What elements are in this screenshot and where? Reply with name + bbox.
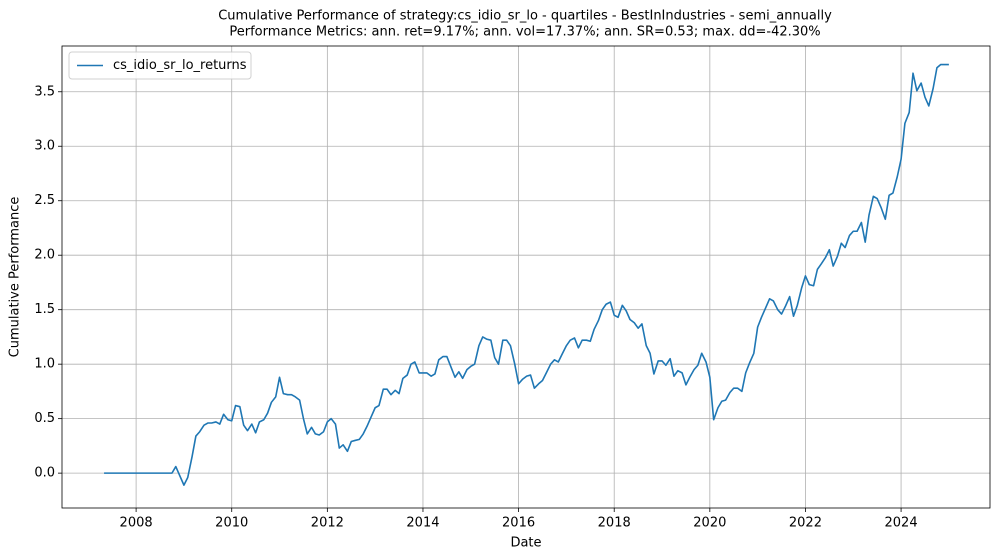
x-tick-label: 2016 bbox=[502, 516, 535, 531]
x-tick-label: 2024 bbox=[885, 516, 918, 531]
y-tick-label: 0.5 bbox=[34, 411, 55, 426]
plot-frame bbox=[61, 45, 991, 509]
y-tick-label: 2.0 bbox=[34, 248, 55, 263]
legend-box bbox=[68, 51, 252, 80]
y-tick-label: 1.5 bbox=[34, 302, 55, 317]
x-tick-label: 2022 bbox=[789, 516, 822, 531]
x-tick-label: 2020 bbox=[693, 516, 726, 531]
chart-subtitle: Performance Metrics: ann. ret=9.17%; ann… bbox=[229, 25, 820, 40]
y-tick-label: 3.5 bbox=[34, 84, 55, 99]
chart-title: Cumulative Performance of strategy:cs_id… bbox=[218, 9, 832, 24]
series-line bbox=[104, 63, 949, 486]
legend: cs_idio_sr_lo_returns bbox=[68, 51, 252, 80]
y-tick-label: 0.0 bbox=[34, 466, 55, 481]
x-tick-label: 2014 bbox=[406, 516, 439, 531]
y-axis-label: Cumulative Performance bbox=[8, 197, 23, 358]
x-tick-label: 2012 bbox=[311, 516, 344, 531]
y-tick-label: 1.0 bbox=[34, 357, 55, 372]
x-tick-label: 2018 bbox=[598, 516, 631, 531]
x-tick-label: 2010 bbox=[215, 516, 248, 531]
x-axis-label: Date bbox=[510, 536, 541, 551]
y-tick-label: 2.5 bbox=[34, 193, 55, 208]
legend-label: cs_idio_sr_lo_returns bbox=[113, 58, 247, 73]
y-tick-label: 3.0 bbox=[34, 139, 55, 154]
x-tick-label: 2008 bbox=[120, 516, 153, 531]
